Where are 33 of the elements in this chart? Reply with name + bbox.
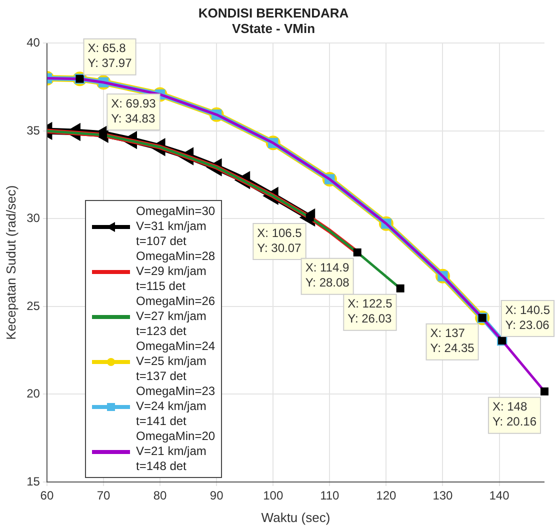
annotation: X: 137 Y: 24.35	[430, 326, 475, 356]
chart-title: KONDISI BERKENDARA	[198, 5, 350, 20]
x-tick-label: 110	[320, 488, 340, 503]
legend-label: OmegaMin=30 V=31 km/jam t=107 det	[136, 204, 216, 249]
y-tick-label: 30	[26, 211, 40, 226]
y-tick-label: 20	[26, 386, 40, 401]
legend-label: OmegaMin=28 V=29 km/jam t=115 det	[136, 249, 216, 294]
x-tick-label: 130	[432, 488, 454, 503]
x-tick-label: 80	[153, 488, 168, 503]
x-axis-title: Waktu (sec)	[261, 510, 330, 525]
annotation: X: 106.5 Y: 30.07	[257, 226, 302, 255]
x-tick-label: 100	[263, 488, 284, 503]
x-tick-label: 140	[489, 488, 510, 503]
legend-label: OmegaMin=23 V=24 km/jam t=141 det	[136, 384, 216, 429]
x-tick-label: 70	[96, 488, 110, 503]
annotation: X: 65.8 Y: 37.97	[88, 41, 132, 70]
y-tick-label: 25	[26, 298, 40, 313]
y-axis-title: Kecepatan Sudut (rad/sec)	[3, 185, 18, 340]
legend-label: OmegaMin=26 V=27 km/jam t=123 det	[136, 294, 216, 339]
x-tick-label: 90	[210, 488, 224, 503]
annotation: X: 69.93 Y: 34.83	[111, 96, 156, 126]
x-tick-label: 120	[376, 488, 397, 503]
chart-subtitle: VState - VMin	[232, 20, 316, 36]
y-tick-label: 40	[26, 36, 40, 50]
annotation: X: 148 Y: 20.16	[492, 400, 537, 429]
legend-label: OmegaMin=24 V=25 km/jam t=137 det	[136, 339, 216, 384]
annotation: X: 114.9 Y: 28.08	[305, 260, 350, 290]
annotation: X: 140.5 Y: 23.06	[505, 302, 550, 332]
y-tick-label: 35	[26, 123, 40, 138]
y-tick-label: 15	[26, 474, 40, 488]
x-tick-label: 60	[40, 488, 54, 503]
annotation: X: 122.5 Y: 26.03	[348, 296, 393, 326]
legend-label: OmegaMin=20 V=21 km/jam t=148 det	[136, 429, 216, 474]
